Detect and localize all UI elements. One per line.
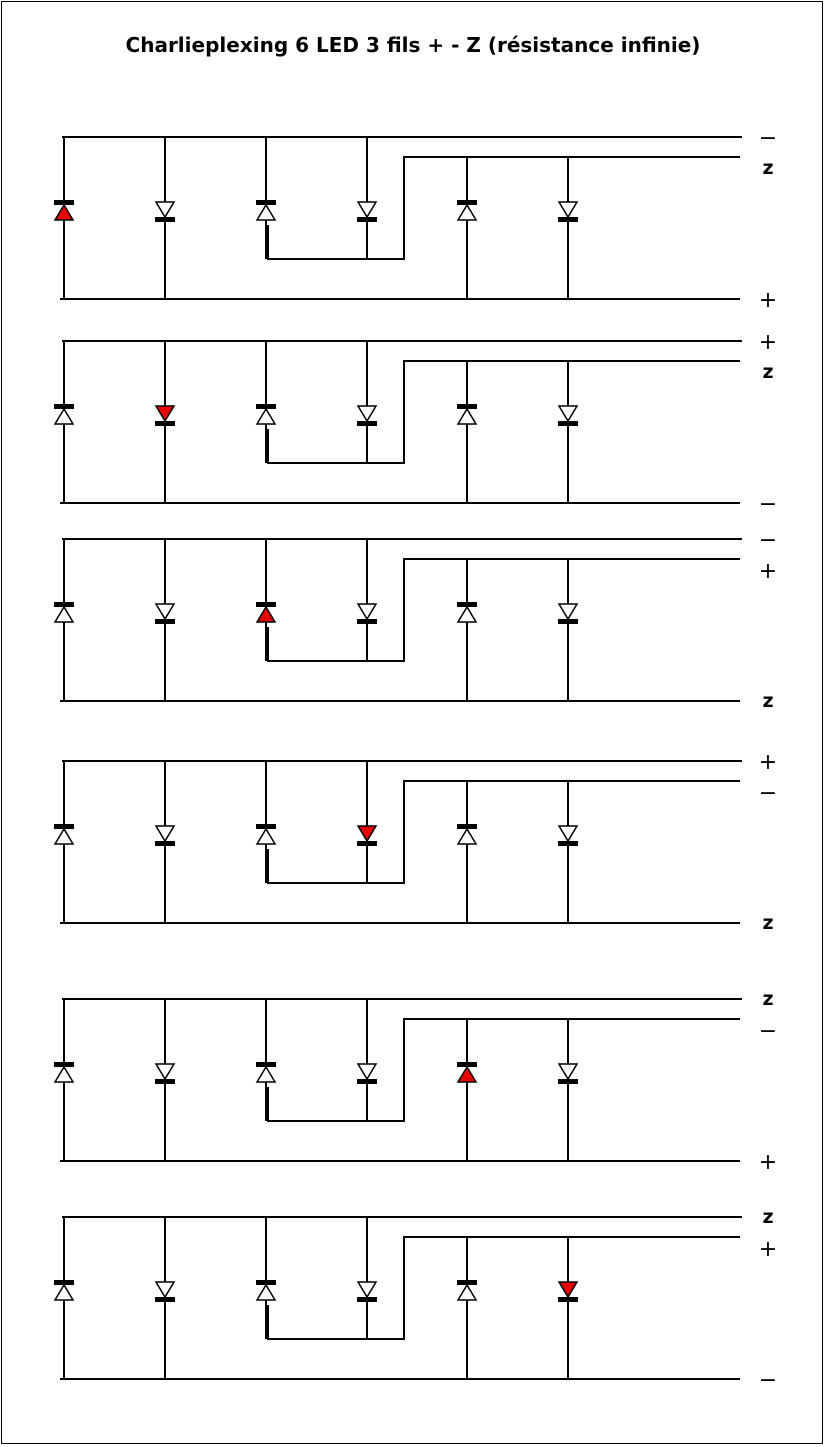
circuit-panel-1: − z + xyxy=(53,126,777,313)
circuit-panel-2: + z − xyxy=(53,330,777,517)
led-3 xyxy=(255,761,277,883)
wire-label-bottom: + xyxy=(759,288,777,313)
middle-wire xyxy=(267,780,740,884)
wire-label-bottom: + xyxy=(759,1150,777,1175)
wire-label-middle: + xyxy=(759,559,777,584)
wire-label-middle: − xyxy=(759,1019,777,1044)
led-1 xyxy=(53,1217,75,1379)
wire-label-middle: − xyxy=(759,781,777,806)
led-4 xyxy=(356,999,378,1121)
led-5 xyxy=(456,1237,478,1379)
diagram-title: Charlieplexing 6 LED 3 fils + - Z (résis… xyxy=(125,33,701,57)
wire-label-bottom: z xyxy=(762,690,773,712)
middle-wire xyxy=(267,1018,740,1122)
led-6 xyxy=(557,361,579,503)
led-6 xyxy=(557,1019,579,1161)
wire-label-top: − xyxy=(759,126,777,151)
led-3 xyxy=(255,999,277,1121)
wire-label-top: z xyxy=(762,988,773,1010)
led-3 xyxy=(255,341,277,463)
led-3 xyxy=(255,137,277,259)
led-2 xyxy=(154,539,176,701)
wire-label-bottom: − xyxy=(759,492,777,517)
led-5 xyxy=(456,559,478,701)
wire-label-middle: z xyxy=(762,361,773,383)
led-1 xyxy=(53,539,75,701)
wire-label-top: + xyxy=(759,330,777,355)
middle-wire xyxy=(267,156,740,260)
led-6 xyxy=(557,157,579,299)
led-4 xyxy=(356,137,378,259)
circuit-panel-4: + − z xyxy=(53,750,777,934)
led-2 xyxy=(154,1217,176,1379)
wire-label-top: z xyxy=(762,1206,773,1228)
circuit-panel-3: − + z xyxy=(53,528,777,712)
led-5 xyxy=(456,361,478,503)
led-4-lit xyxy=(356,761,378,883)
led-2-lit xyxy=(154,341,176,503)
middle-wire xyxy=(267,1236,740,1340)
wire-label-top: + xyxy=(759,750,777,775)
led-1-lit xyxy=(53,137,75,299)
led-5 xyxy=(456,157,478,299)
led-4 xyxy=(356,1217,378,1339)
led-2 xyxy=(154,137,176,299)
led-1 xyxy=(53,341,75,503)
led-3 xyxy=(255,1217,277,1339)
led-6 xyxy=(557,559,579,701)
led-1 xyxy=(53,761,75,923)
led-2 xyxy=(154,999,176,1161)
led-6-lit xyxy=(557,1237,579,1379)
wire-label-middle: + xyxy=(759,1237,777,1262)
wire-label-bottom: z xyxy=(762,912,773,934)
circuit-panel-6: z + − xyxy=(53,1206,777,1393)
led-6 xyxy=(557,781,579,923)
led-3-lit xyxy=(255,539,277,661)
led-1 xyxy=(53,999,75,1161)
wire-label-middle: z xyxy=(762,157,773,179)
led-5 xyxy=(456,781,478,923)
middle-wire xyxy=(267,360,740,464)
led-4 xyxy=(356,341,378,463)
middle-wire xyxy=(267,558,740,662)
wire-label-bottom: − xyxy=(759,1368,777,1393)
circuit-panel-5: z − + xyxy=(53,988,777,1175)
led-4 xyxy=(356,539,378,661)
led-2 xyxy=(154,761,176,923)
led-5-lit xyxy=(456,1019,478,1161)
wire-label-top: − xyxy=(759,528,777,553)
